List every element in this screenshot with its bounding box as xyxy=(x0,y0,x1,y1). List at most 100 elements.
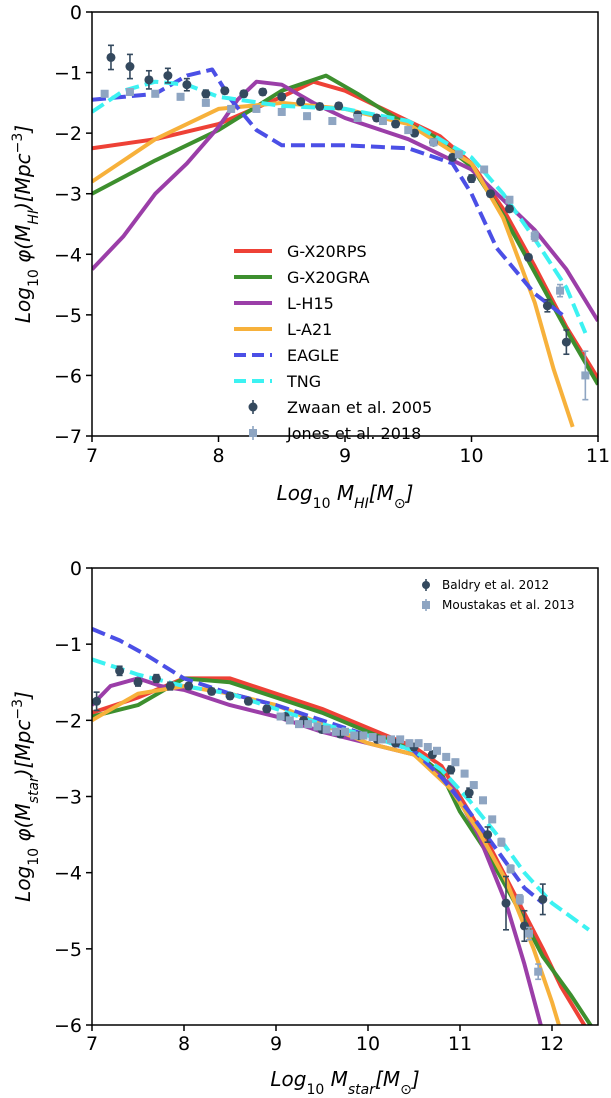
data-point xyxy=(303,112,312,121)
data-point xyxy=(480,165,489,174)
data-point xyxy=(334,101,344,111)
data-point xyxy=(405,739,414,748)
data-point xyxy=(328,117,337,126)
data-point xyxy=(220,86,230,96)
legend-entry: G-X20GRA xyxy=(287,268,370,287)
legend-bottom: Baldry et al. 2012 Moustakas et al. 2013 xyxy=(422,578,575,612)
data-point xyxy=(451,758,460,767)
data-point xyxy=(276,712,285,721)
data-point xyxy=(446,765,456,775)
data-point xyxy=(423,742,432,751)
data-point xyxy=(414,739,423,748)
legend-entry: TNG xyxy=(286,372,321,391)
x-tick-label: 8 xyxy=(212,445,224,467)
data-point xyxy=(106,44,116,71)
x-tick-label: 9 xyxy=(339,445,351,467)
y-tick-label: −1 xyxy=(54,63,82,85)
hi-mass-function-panel: 7 8 9 10 11 0 −1 −2 −3 −4 −5 −6 −7 Log10 MHI[M⊙] Log10… xyxy=(10,2,610,512)
legend-entry: EAGLE xyxy=(287,346,339,365)
data-point xyxy=(277,92,287,102)
data-point xyxy=(523,252,533,262)
data-point xyxy=(151,673,161,684)
data-point xyxy=(448,152,458,162)
data-point xyxy=(372,113,382,123)
y-axis-label: Log10 φ(Mstar)[Mpc−3] xyxy=(10,691,42,902)
data-point xyxy=(322,725,331,734)
data-point xyxy=(239,89,249,99)
series-line-g-x20gra xyxy=(92,73,598,386)
data-point xyxy=(505,195,514,204)
stellar-mass-function-panel: 7 8 9 10 11 12 0 −1 −2 −3 −4 −5 −6 Log10 Mstar[M⊙] Log… xyxy=(10,558,599,1098)
data-point xyxy=(341,727,349,736)
y-tick-label: −1 xyxy=(54,634,82,656)
data-point xyxy=(377,735,386,744)
series-line-eagle xyxy=(92,67,568,320)
y-tick-label: 0 xyxy=(70,2,82,24)
legend-top: G-X20RPS G-X20GRA L-H15 L-A21 EAGLE TNG Zwaan … xyxy=(234,242,432,443)
data-point xyxy=(410,128,420,138)
legend-entry: Jones et al. 2018 xyxy=(286,424,421,443)
legend-entry: L-A21 xyxy=(287,320,332,339)
data-point xyxy=(506,864,515,874)
y-tick-label: −6 xyxy=(54,1015,82,1037)
data-point xyxy=(92,691,102,712)
legend-entry: Zwaan et al. 2005 xyxy=(287,398,432,417)
data-point xyxy=(295,720,303,729)
data-point xyxy=(313,722,322,731)
x-axis-label: Log10 Mstar[M⊙] xyxy=(270,1067,419,1098)
x-tick-label: 10 xyxy=(356,1033,380,1055)
data-point xyxy=(479,796,487,805)
data-point xyxy=(460,769,469,778)
data-point xyxy=(315,101,325,111)
series-line-l-a21 xyxy=(92,100,575,428)
data-point xyxy=(542,298,552,313)
data-point xyxy=(442,752,451,761)
data-point xyxy=(515,893,524,905)
data-point xyxy=(534,963,543,981)
series-line-2 xyxy=(92,676,543,1025)
y-tick-label: −4 xyxy=(54,244,82,266)
data-point xyxy=(133,677,143,687)
y-tick-label: −2 xyxy=(54,710,82,732)
y-tick-label: −2 xyxy=(54,123,82,145)
data-point xyxy=(125,87,134,96)
legend-entry: Moustakas et al. 2013 xyxy=(442,598,575,612)
data-point xyxy=(243,696,253,706)
legend-entry: Baldry et al. 2012 xyxy=(442,578,549,592)
data-point xyxy=(485,189,495,199)
data-point xyxy=(368,733,377,742)
y-tick-label: −7 xyxy=(54,426,82,448)
data-point xyxy=(378,117,387,126)
data-point xyxy=(429,138,438,147)
x-tick-label: 7 xyxy=(86,1033,98,1055)
data-point xyxy=(525,926,533,941)
data-point xyxy=(561,329,571,356)
data-point xyxy=(262,704,272,714)
data-point xyxy=(296,97,306,107)
data-point xyxy=(277,107,286,116)
data-point xyxy=(504,204,514,214)
data-point xyxy=(556,283,565,298)
observational-points xyxy=(100,44,590,401)
data-point xyxy=(125,53,135,80)
data-point xyxy=(467,174,476,184)
x-tick-label: 12 xyxy=(540,1033,564,1055)
data-point xyxy=(201,98,210,107)
legend-entry: L-H15 xyxy=(287,294,334,313)
data-point xyxy=(182,77,192,92)
data-point xyxy=(404,126,413,135)
y-tick-label: −5 xyxy=(54,939,82,961)
y-tick-label: −3 xyxy=(54,184,82,206)
legend-entry: G-X20RPS xyxy=(287,242,367,261)
x-axis-label: Log10 MHI[M⊙] xyxy=(277,481,414,512)
data-point xyxy=(304,720,313,729)
y-tick-label: −4 xyxy=(54,863,82,885)
data-point xyxy=(115,665,125,677)
data-point xyxy=(497,837,506,847)
data-point xyxy=(163,67,173,84)
data-point xyxy=(581,350,590,401)
data-point xyxy=(331,727,340,736)
data-point xyxy=(501,875,511,931)
x-tick-label: 8 xyxy=(178,1033,190,1055)
